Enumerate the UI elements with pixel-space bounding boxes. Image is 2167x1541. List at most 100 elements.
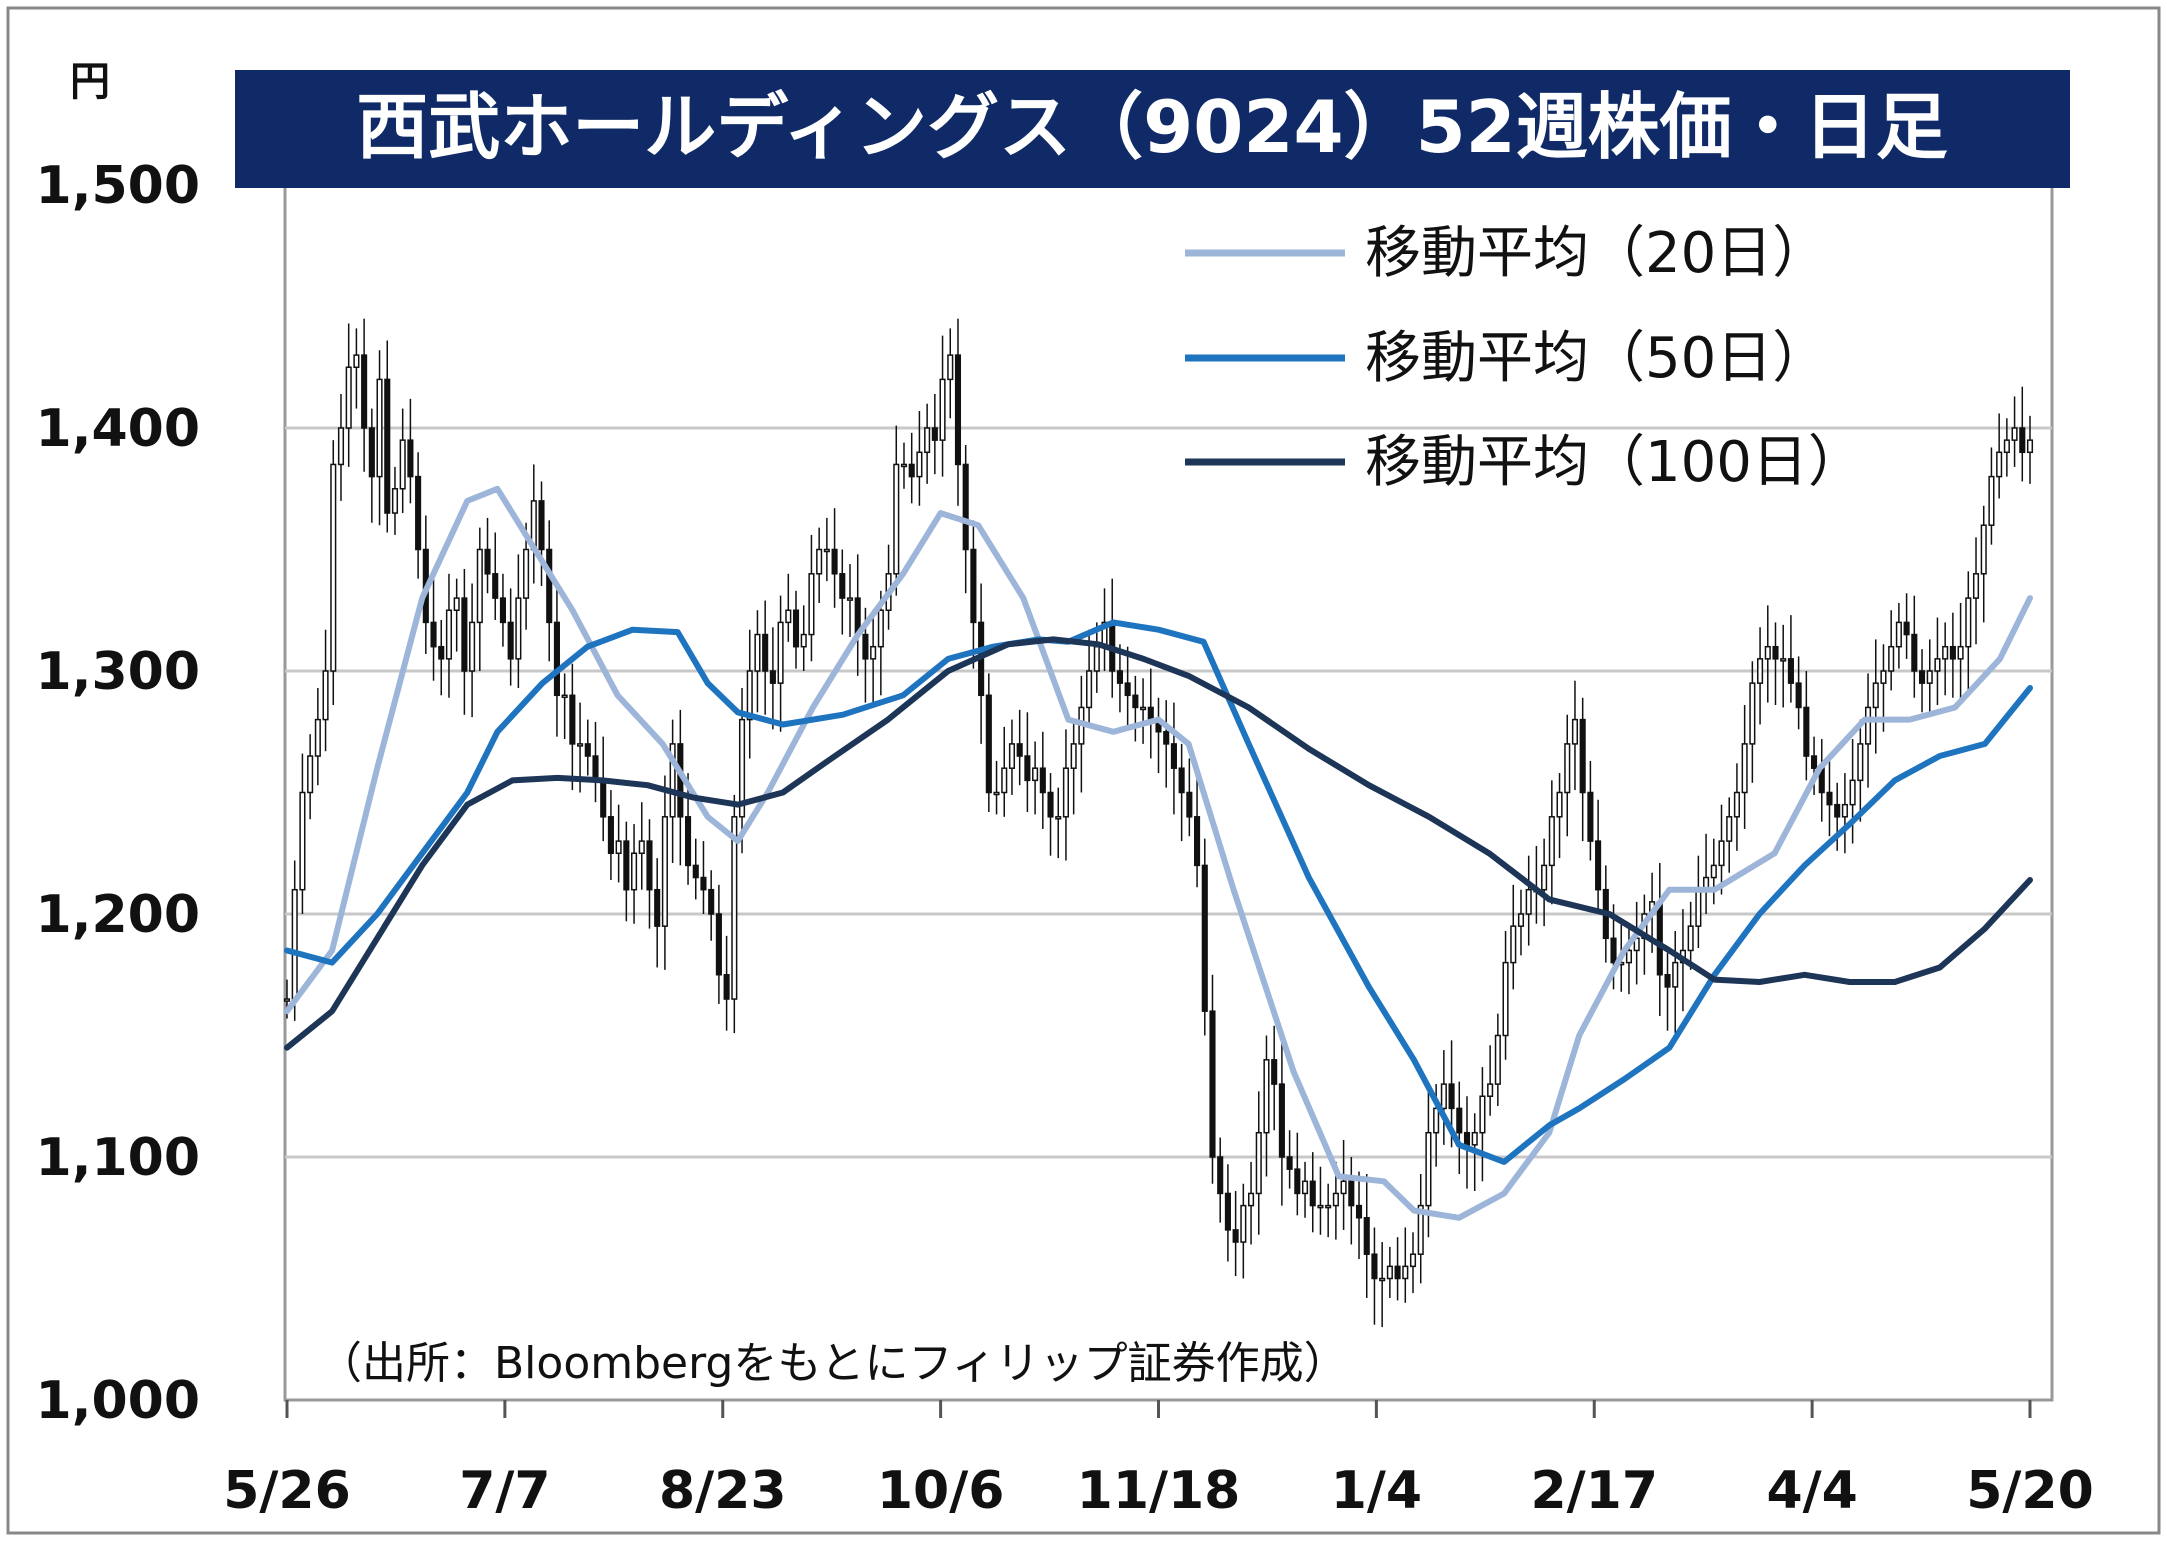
- candle-body: [1463, 1131, 1471, 1146]
- candle-body: [1595, 840, 1602, 891]
- candle-body: [569, 694, 576, 745]
- candle-body: [430, 621, 437, 648]
- candle-body: [1772, 645, 1779, 660]
- candle-body: [985, 694, 992, 794]
- candle-body: [800, 633, 807, 648]
- candle-body: [1888, 645, 1895, 672]
- candle-body: [1710, 864, 1717, 879]
- candle-body: [1379, 1277, 1386, 1282]
- candle-body: [1934, 658, 1941, 672]
- x-tick-label: 7/7: [459, 1461, 550, 1521]
- candle-body: [1456, 1107, 1463, 1134]
- candle-body: [368, 427, 375, 478]
- candle-body: [515, 597, 522, 660]
- candle-body: [1556, 791, 1563, 818]
- candle-body: [1895, 621, 1902, 648]
- x-tick-label: 2/17: [1530, 1461, 1658, 1521]
- candle-body: [1163, 731, 1170, 745]
- candle-body: [1247, 1192, 1255, 1207]
- candle-body: [623, 840, 630, 891]
- candle-body: [1965, 597, 1972, 648]
- candle-body: [870, 645, 877, 660]
- candle-body: [1032, 767, 1039, 782]
- legend: 移動平均（20日） 移動平均（50日） 移動平均（100日）: [1185, 221, 1864, 495]
- candle-body: [646, 840, 653, 891]
- candle-body: [1487, 1083, 1494, 1097]
- y-tick-label: 1,100: [36, 1128, 200, 1188]
- candle-body: [1340, 1180, 1347, 1195]
- candle-body: [1741, 743, 1748, 794]
- candle-body: [908, 463, 915, 478]
- candle-body: [1972, 573, 1980, 599]
- x-tick-label: 4/4: [1766, 1461, 1857, 1521]
- candle-body: [862, 633, 869, 660]
- candle-body: [1402, 1265, 1409, 1280]
- candle-body: [1695, 888, 1702, 927]
- candle-body: [1834, 803, 1841, 818]
- candle-body: [577, 743, 584, 747]
- candle-body: [1278, 1083, 1285, 1158]
- candle-body: [1440, 1083, 1447, 1110]
- x-tick-label: 5/26: [223, 1461, 351, 1521]
- candle-body: [1479, 1095, 1486, 1134]
- candle-body: [1541, 864, 1548, 891]
- candle-body: [1086, 670, 1093, 709]
- x-tick-label: 11/18: [1077, 1461, 1241, 1521]
- candle-body: [1363, 1217, 1370, 1255]
- candle-body: [877, 609, 884, 648]
- candle-body: [1001, 767, 1008, 794]
- candle-body: [762, 633, 769, 672]
- candle-body: [631, 852, 638, 891]
- candle-body: [954, 354, 962, 466]
- candle-body: [1510, 925, 1517, 964]
- candle-body: [962, 463, 969, 551]
- candle-body: [476, 548, 483, 624]
- candle-body: [1224, 1192, 1231, 1231]
- candle-body: [415, 475, 422, 551]
- candle-body: [1355, 1204, 1363, 1219]
- candle-body: [1008, 743, 1016, 769]
- candle-body: [1980, 524, 1987, 575]
- series-line-2: [284, 636, 2033, 1051]
- candle-body: [939, 378, 946, 441]
- series-line-0: [284, 485, 2033, 1221]
- candle-body: [361, 354, 368, 429]
- candle-body: [916, 451, 923, 478]
- candle-body: [307, 755, 314, 794]
- candle-body: [661, 816, 668, 927]
- candle-body: [1062, 767, 1070, 818]
- candle-body: [1656, 901, 1663, 976]
- candle-body: [2019, 427, 2026, 454]
- candle-body: [584, 743, 591, 757]
- candle-body: [1425, 1131, 1432, 1207]
- candle-body: [723, 974, 730, 1000]
- candle-body: [1309, 1180, 1316, 1207]
- candle-body: [831, 548, 838, 575]
- candle-body: [1170, 743, 1177, 769]
- candle-body: [299, 791, 306, 891]
- candle-body: [1949, 645, 1956, 660]
- candle-body: [654, 888, 661, 927]
- candle-body: [970, 548, 977, 624]
- candle-body: [746, 670, 753, 721]
- candle-body: [1494, 1034, 1501, 1085]
- candle-body: [523, 548, 530, 599]
- candle-body: [1525, 888, 1532, 915]
- candle-body: [283, 998, 291, 1002]
- candle-body: [1394, 1265, 1401, 1280]
- candle-body: [1880, 670, 1887, 684]
- candle-body: [1787, 658, 1794, 684]
- candle-body: [353, 354, 360, 369]
- candle-body: [1240, 1204, 1247, 1243]
- candle-body: [1757, 658, 1764, 684]
- candle-body: [684, 816, 692, 867]
- candle-body: [1780, 658, 1787, 662]
- candle-body: [1726, 816, 1733, 842]
- candle-body: [330, 463, 337, 672]
- candle-body: [816, 548, 823, 575]
- candle-body: [507, 621, 514, 660]
- candle-body: [769, 670, 776, 684]
- candle-body: [1132, 694, 1139, 709]
- candle-body: [2003, 439, 2010, 454]
- candle-body: [900, 463, 908, 468]
